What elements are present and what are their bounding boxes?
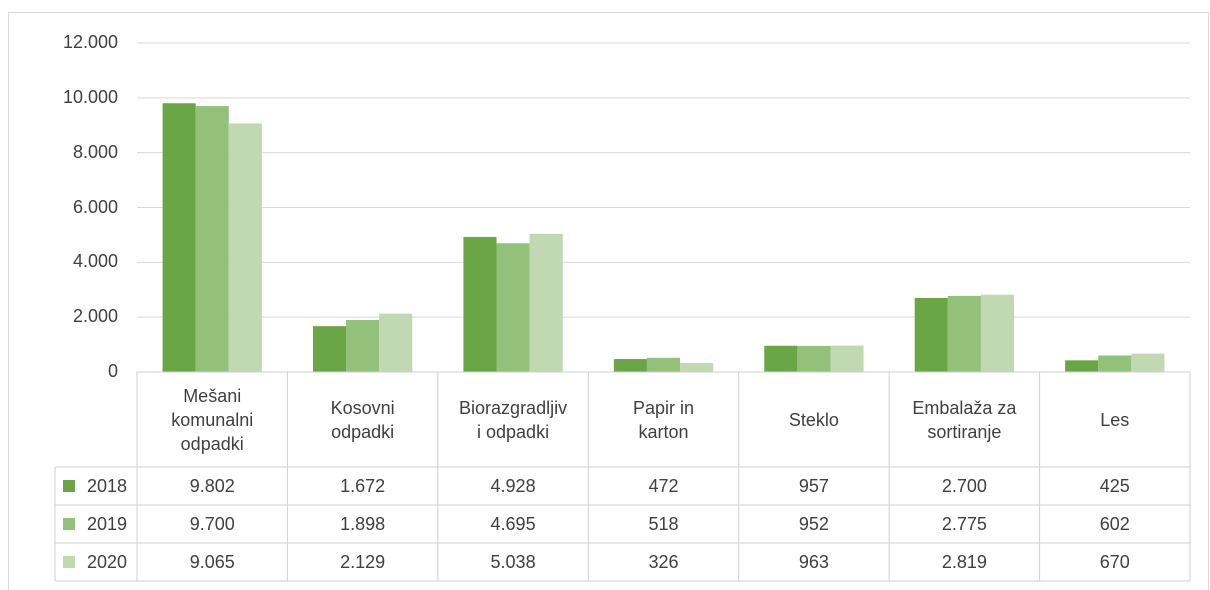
y-tick-label: 12.000 [62,32,118,52]
bar [379,313,413,372]
bar [680,363,714,372]
bar [496,243,530,372]
legend-label: 2019 [86,514,128,534]
bar [529,233,563,372]
bar [914,297,948,372]
category-label: Papir in karton [632,397,694,442]
value-label: 957 [798,476,829,496]
value-label: 952 [798,514,829,534]
category-label: Kosovni odpadki [330,397,395,442]
value-label: 2.129 [340,552,386,572]
value-label: 4.695 [490,514,536,534]
category-label: Biorazgradljiv i odpadki [459,397,568,442]
bar [195,106,229,372]
frame [8,12,1209,590]
category-label: Les [1100,409,1130,430]
value-label: 963 [798,552,829,572]
y-tick-label: 8.000 [72,141,118,162]
legend-swatch [63,480,75,492]
legend-label: 2020 [86,552,128,572]
bar [463,236,497,372]
legend-label: 2018 [86,476,128,496]
bar [947,295,981,372]
y-tick-label: 4.000 [72,251,118,272]
value-label: 2.819 [941,552,987,572]
value-label: 670 [1099,552,1130,572]
bar [228,123,262,372]
bar [646,357,681,372]
bar [1065,360,1099,372]
value-label: 2.775 [941,514,987,534]
value-label: 5.038 [490,552,536,572]
bar [1098,355,1132,372]
value-label: 9.700 [189,514,235,534]
y-tick-label: 2.000 [72,306,118,327]
bar [613,359,647,372]
y-tick-label: 0 [107,361,118,381]
bar [313,326,347,372]
bar [830,345,864,372]
value-label: 326 [648,552,679,572]
value-label: 1.672 [340,476,386,496]
category-label: Embalaža za sortiranje [912,397,1017,442]
bar [162,103,196,372]
value-label: 4.928 [490,476,536,496]
bar [1131,353,1165,372]
bar [797,345,831,372]
value-label: 1.898 [340,514,386,534]
y-tick-label: 10.000 [62,86,118,107]
value-label: 602 [1099,514,1130,534]
value-label: 518 [648,514,679,534]
legend-swatch [63,556,75,568]
y-tick-label: 6.000 [72,196,118,217]
legend-swatch [63,518,75,530]
bar [764,345,798,372]
category-label: Steklo [788,409,839,430]
value-label: 9.065 [189,552,235,572]
value-label: 9.802 [189,476,235,496]
bar [346,319,380,372]
value-label: 2.700 [941,476,987,496]
bar [980,294,1014,372]
value-label: 425 [1099,476,1130,496]
value-label: 472 [648,476,679,496]
category-label: Mešani komunalni odpadki [171,385,254,454]
